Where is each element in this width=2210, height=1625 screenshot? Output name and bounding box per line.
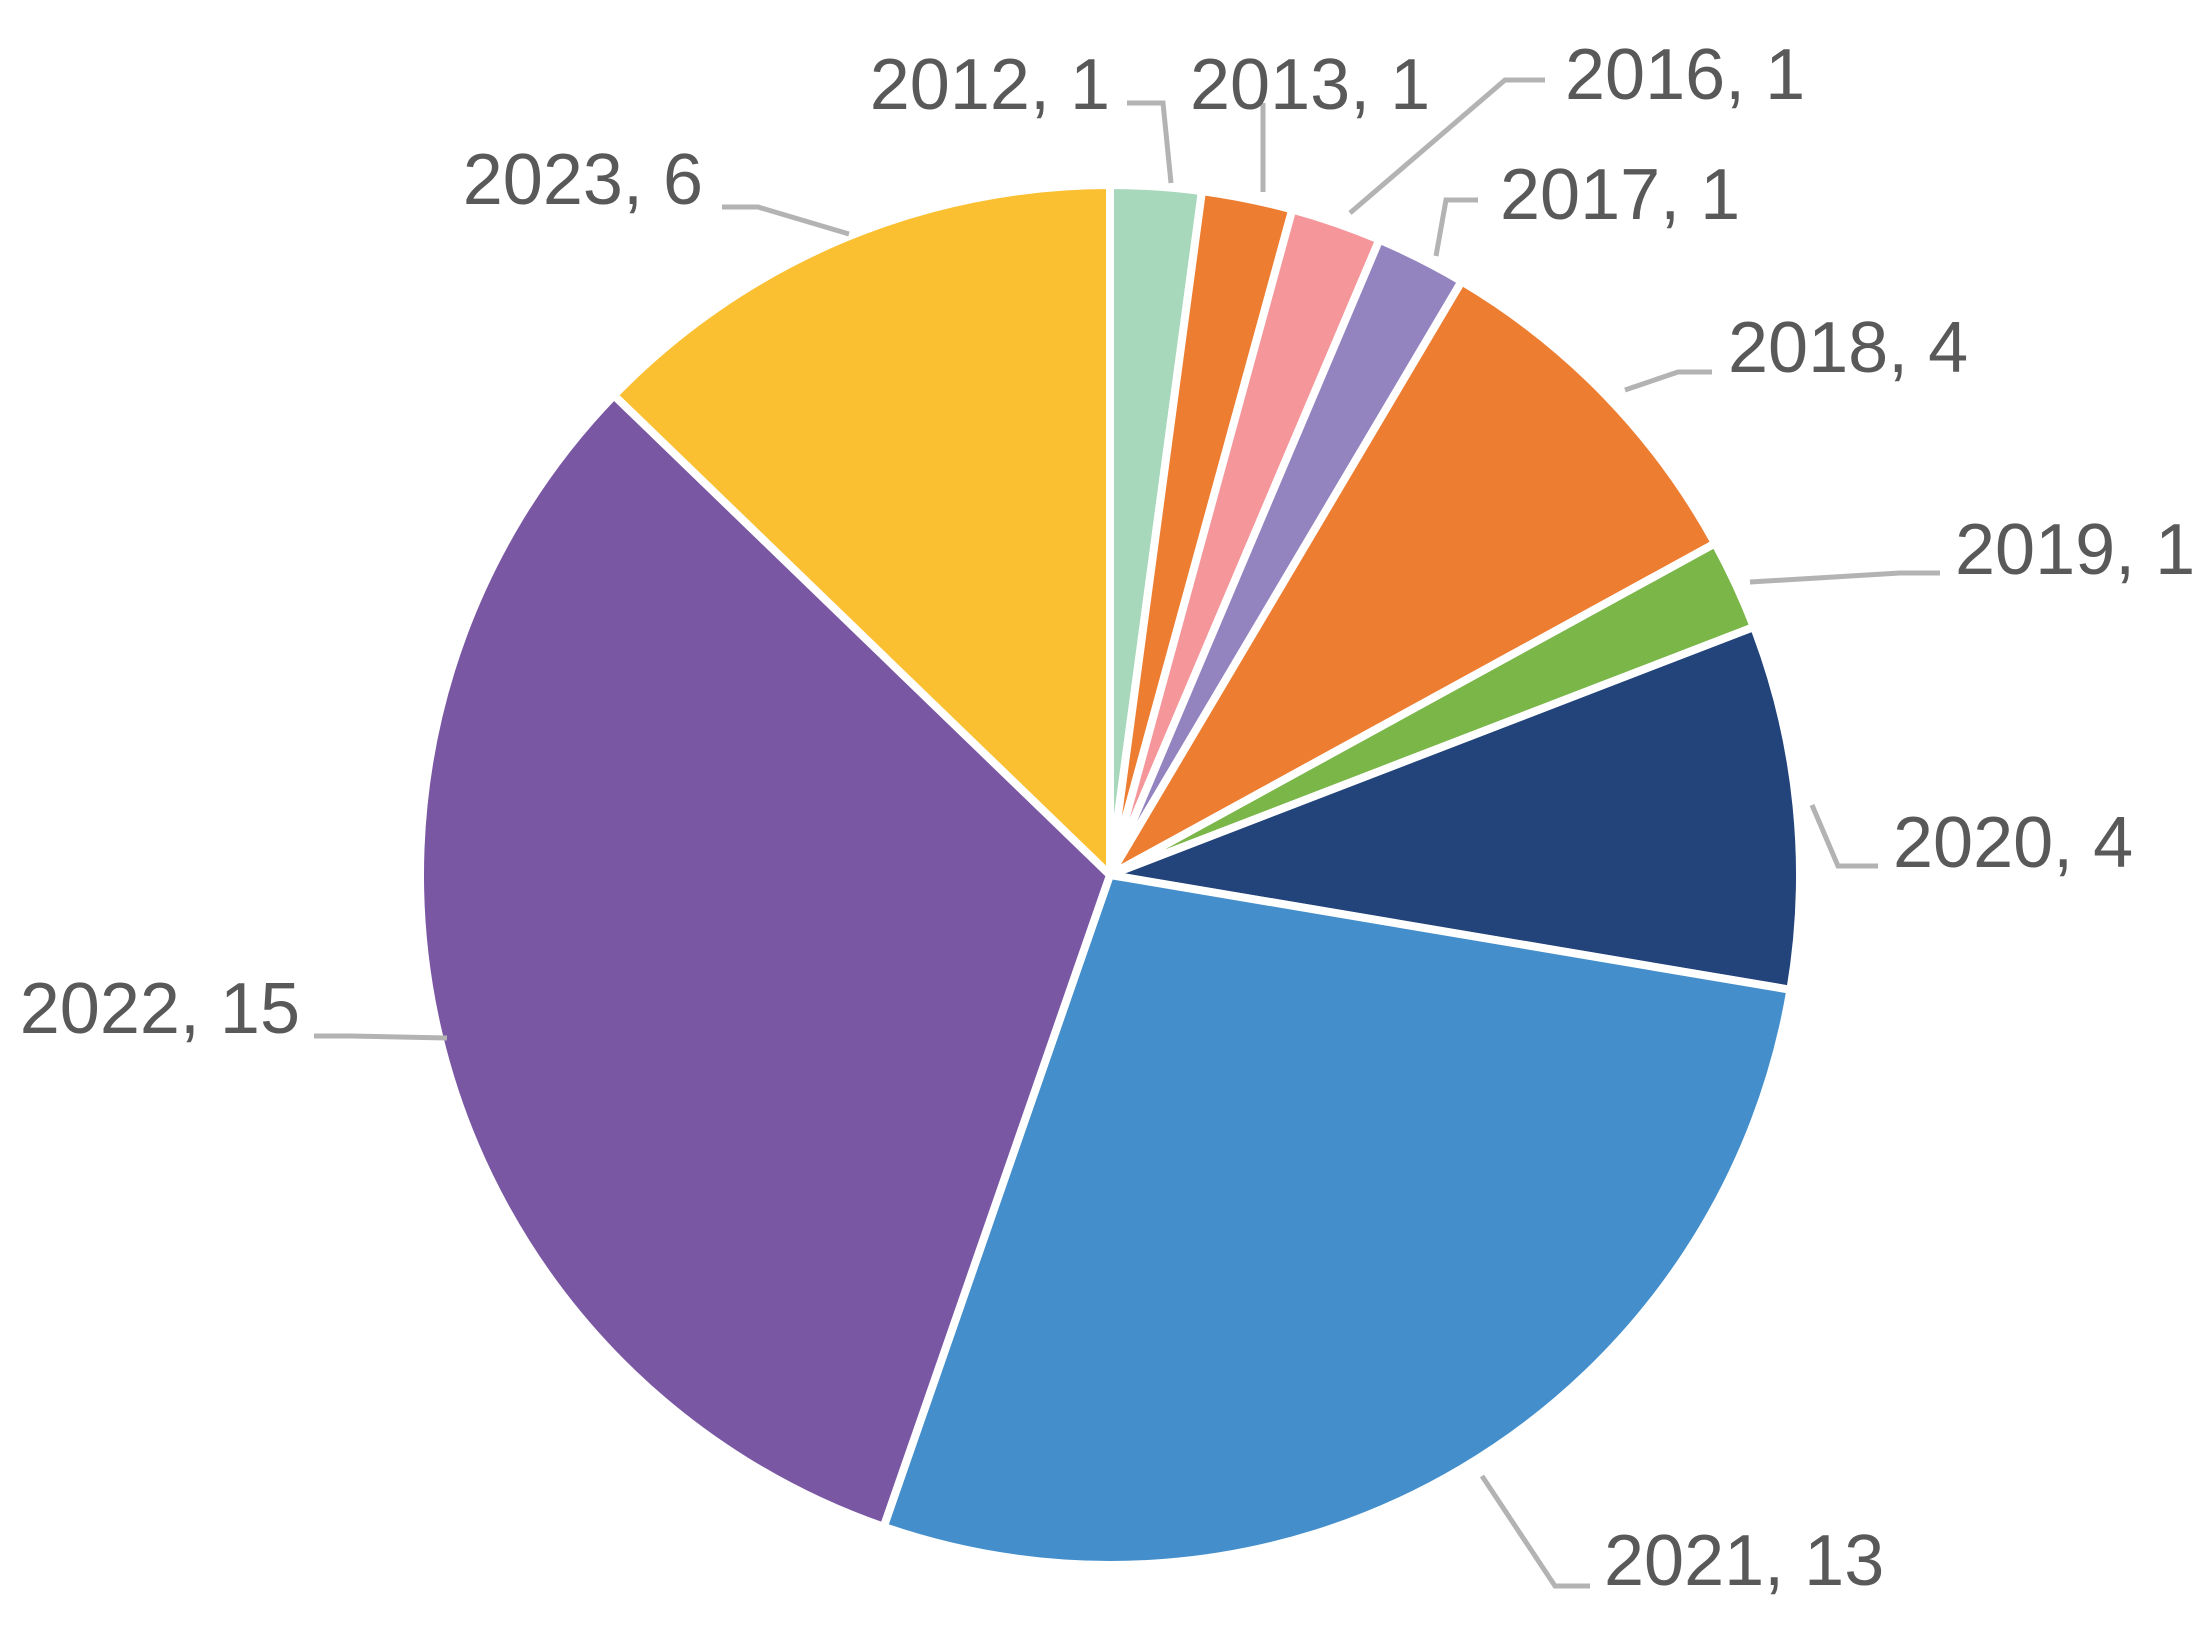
leader-line-2022 <box>314 1033 448 1041</box>
pie-slice-2022 <box>416 391 1114 1531</box>
data-label-2021: 2021, 13 <box>1604 1521 1884 1601</box>
leader-line-2020 <box>1809 804 1878 869</box>
leader-line-2018 <box>1624 369 1712 393</box>
data-label-2019: 2019, 1 <box>1955 510 2195 590</box>
leader-lines <box>314 77 1940 1589</box>
data-label-2016: 2016, 1 <box>1565 35 1805 115</box>
leader-line-2019 <box>1749 570 1940 585</box>
leader-line-2012 <box>1127 100 1174 184</box>
leader-line-2023 <box>722 204 850 237</box>
data-label-2017: 2017, 1 <box>1500 155 1740 235</box>
pie-slice-2020 <box>1106 623 1804 994</box>
data-label-2022: 2022, 15 <box>20 969 300 1049</box>
leader-line-2017 <box>1433 197 1478 257</box>
data-label-2013: 2013, 1 <box>1190 45 1430 125</box>
leader-line-2016 <box>1348 77 1545 215</box>
data-labels: 2012, 1 2013, 1 2016, 1 2017, 1 2018, 4 2019,… <box>20 35 2196 1601</box>
data-label-2018: 2018, 4 <box>1728 308 1968 388</box>
pie-slice-2018 <box>1106 277 1720 879</box>
leader-line-2021 <box>1479 1474 1590 1589</box>
data-label-2012: 2012, 1 <box>870 45 1110 125</box>
data-label-2020: 2020, 4 <box>1893 803 2133 883</box>
pie-slice-2021 <box>879 871 1795 1569</box>
pie-slice-2023 <box>610 181 1114 879</box>
pie-slices <box>416 181 1804 1569</box>
data-label-2023: 2023, 6 <box>463 140 703 220</box>
